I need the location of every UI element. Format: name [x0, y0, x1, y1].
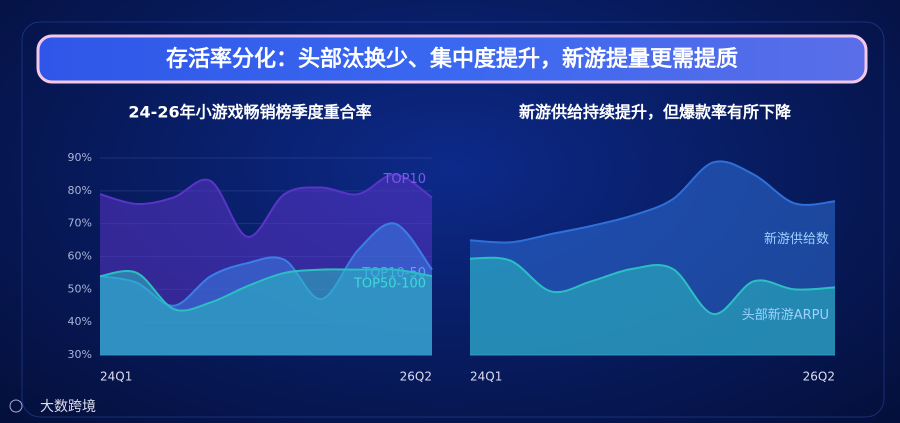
logo	[9, 399, 23, 413]
y-tick-label: 30%	[68, 348, 92, 361]
series-line	[99, 173, 433, 238]
series-area	[100, 269, 432, 355]
series-label: 新游供给数	[764, 231, 829, 247]
x-tick-label: 26Q2	[803, 370, 835, 384]
brand: 大数跨境	[40, 399, 96, 415]
y-tick-label: 50%	[68, 282, 92, 295]
y-tick-label: 90%	[68, 151, 92, 164]
y-tick-label: 70%	[68, 217, 92, 230]
frame	[21, 21, 885, 418]
series-label: TOP50-100	[353, 277, 426, 292]
y-tick-label: 40%	[68, 315, 92, 328]
series-line	[99, 268, 433, 312]
y-tick-label: 80%	[68, 184, 92, 197]
x-tick-label: 24Q1	[470, 370, 502, 384]
series-label: 头部新游ARPU	[742, 307, 829, 323]
chart-title: 24-26年小游戏畅销榜季度重合率	[128, 103, 371, 122]
series-line	[469, 256, 836, 315]
x-tick-label: 24Q1	[100, 370, 132, 384]
chart-title: 新游供给持续提升，但爆款率有所下降	[519, 103, 792, 122]
x-tick-label: 26Q2	[400, 370, 432, 384]
page-title: 存活率分化：头部汰换少、集中度提升，新游提量更需提质	[166, 46, 738, 72]
series-line	[469, 160, 836, 244]
title-banner	[36, 34, 868, 84]
series-label: TOP10	[382, 172, 426, 187]
y-tick-label: 60%	[68, 250, 92, 263]
series-area	[470, 257, 835, 355]
